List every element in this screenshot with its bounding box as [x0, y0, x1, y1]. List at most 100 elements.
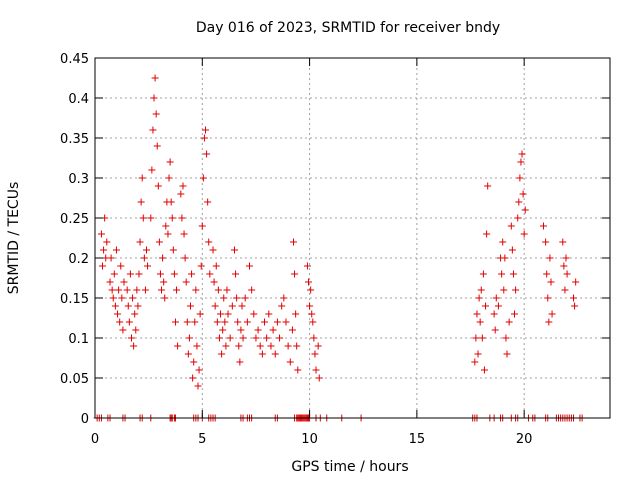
data-point	[169, 246, 177, 254]
data-point	[542, 238, 550, 246]
data-point	[282, 318, 290, 326]
data-point	[519, 190, 527, 198]
data-point	[195, 366, 203, 374]
data-point	[194, 382, 202, 390]
data-point	[123, 286, 131, 294]
data-point	[238, 302, 246, 310]
data-point	[205, 238, 213, 246]
data-point	[561, 286, 569, 294]
data-point	[124, 302, 132, 310]
data-point	[256, 342, 264, 350]
data-point	[315, 374, 323, 382]
data-point	[503, 350, 511, 358]
data-point	[273, 318, 281, 326]
data-point	[209, 246, 217, 254]
data-point	[115, 286, 123, 294]
data-point	[243, 318, 251, 326]
data-point	[154, 182, 162, 190]
data-point	[134, 302, 142, 310]
data-point	[103, 238, 111, 246]
data-point	[219, 326, 227, 334]
data-point	[214, 286, 222, 294]
data-point	[492, 294, 500, 302]
data-point	[517, 158, 525, 166]
data-point	[218, 350, 226, 358]
data-point	[168, 214, 176, 222]
data-point	[521, 206, 529, 214]
data-point	[490, 310, 498, 318]
data-point	[505, 318, 513, 326]
data-point	[498, 270, 506, 278]
data-point	[185, 334, 193, 342]
data-point	[547, 278, 555, 286]
chart-title: Day 016 of 2023, SRMTID for receiver bnd…	[196, 20, 500, 36]
data-point	[199, 174, 207, 182]
data-point	[160, 278, 168, 286]
data-point	[307, 286, 315, 294]
data-point	[269, 326, 277, 334]
data-point	[562, 254, 570, 262]
y-tick-label: 0.45	[60, 52, 89, 67]
data-point	[267, 342, 275, 350]
data-point	[152, 110, 160, 118]
data-point	[144, 262, 152, 270]
y-tick-label: 0.15	[60, 292, 89, 307]
x-tick-label: 15	[409, 432, 426, 447]
data-point	[213, 318, 221, 326]
data-point	[474, 350, 482, 358]
data-point	[210, 278, 218, 286]
data-point	[314, 342, 322, 350]
data-point	[117, 262, 125, 270]
data-point	[189, 374, 197, 382]
x-tick-label: 5	[198, 432, 206, 447]
data-point	[114, 310, 122, 318]
data-point	[520, 230, 528, 238]
data-point	[518, 150, 526, 158]
data-point	[196, 310, 204, 318]
data-point	[220, 294, 228, 302]
data-point	[516, 174, 524, 182]
data-point	[223, 286, 231, 294]
data-point	[484, 182, 492, 190]
x-tick-label: 20	[516, 432, 533, 447]
data-point	[539, 222, 547, 230]
data-point	[156, 270, 164, 278]
data-point	[109, 294, 117, 302]
data-point	[241, 294, 249, 302]
data-point	[161, 294, 169, 302]
data-point	[289, 238, 297, 246]
data-point	[291, 270, 299, 278]
data-point	[475, 294, 483, 302]
data-point	[507, 222, 515, 230]
data-point	[97, 230, 105, 238]
data-point	[261, 318, 269, 326]
data-point	[221, 318, 229, 326]
data-point	[483, 230, 491, 238]
data-point	[563, 270, 571, 278]
data-point	[480, 366, 488, 374]
data-point	[200, 134, 208, 142]
data-point	[173, 286, 181, 294]
data-point	[111, 302, 119, 310]
data-point	[126, 270, 134, 278]
data-point	[155, 238, 163, 246]
data-point	[560, 262, 568, 270]
data-point	[288, 326, 296, 334]
data-point	[239, 334, 247, 342]
data-point	[108, 286, 116, 294]
data-point	[125, 318, 133, 326]
data-point	[233, 294, 241, 302]
data-point	[138, 174, 146, 182]
data-point	[140, 254, 148, 262]
data-point	[478, 334, 486, 342]
data-point	[166, 158, 174, 166]
x-tick-label: 10	[301, 432, 318, 447]
data-point	[501, 254, 509, 262]
data-point	[472, 334, 480, 342]
data-point	[276, 334, 284, 342]
data-point	[284, 342, 292, 350]
data-point	[508, 246, 516, 254]
y-tick-label: 0.1	[68, 332, 89, 347]
